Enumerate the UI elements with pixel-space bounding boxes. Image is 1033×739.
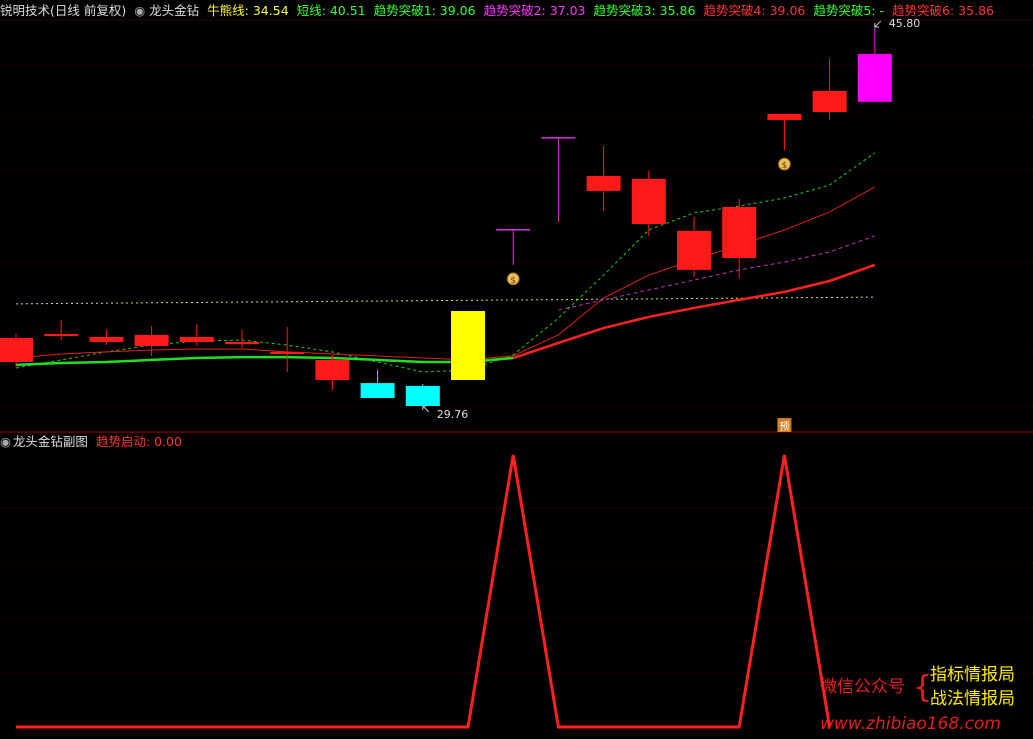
min-label: 29.76	[437, 408, 469, 421]
candle-body	[315, 359, 350, 381]
watermark-url: www.zhibiao168.com	[820, 714, 1001, 734]
indicator-value: 趋势突破2: 37.03	[483, 3, 586, 18]
indicator-value: 趋势突破4: 39.06	[703, 3, 806, 18]
indicator-name: 龙头金钻	[149, 3, 200, 18]
toggle-icon[interactable]: ◉	[0, 434, 11, 449]
indicator-line	[558, 235, 875, 311]
indicator-value: 短线: 40.51	[296, 3, 366, 18]
indicator-value: 趋势突破1: 39.06	[373, 3, 476, 18]
sub-value: 趋势启动: 0.00	[95, 434, 182, 449]
candle-body	[405, 385, 440, 407]
signal-icon-glyph: $	[782, 161, 788, 171]
signal-icon	[777, 157, 791, 171]
candle-body	[451, 311, 485, 381]
indicator-value: 牛熊线: 34.54	[207, 3, 289, 18]
candle-body	[722, 207, 757, 259]
indicator-line	[15, 355, 514, 367]
forecast-icon-glyph: 预	[779, 421, 789, 433]
watermark-text: 微信公众号	[820, 677, 905, 697]
max-pointer	[874, 20, 882, 28]
min-pointer	[422, 405, 430, 413]
candle-body	[857, 53, 892, 102]
candle-body	[541, 137, 576, 139]
sub-title: 龙头金钻副图	[12, 434, 88, 449]
indicator-value: 趋势突破6: 35.86	[892, 3, 994, 18]
candle-body	[677, 230, 711, 270]
candle-body	[270, 351, 305, 355]
grid	[0, 64, 1033, 674]
watermark-text: 指标情报局	[930, 665, 1015, 685]
indicator-line	[512, 263, 876, 360]
candle-body	[134, 334, 169, 346]
candle-body	[44, 333, 79, 337]
candle-body	[360, 383, 395, 398]
candle-body	[586, 176, 621, 191]
main-header: 锐明技术(日线 前复权) ◉ 龙头金钻 牛熊线: 34.54 短线: 40.51 趋势突破…	[0, 1, 1002, 21]
indicator-values: 牛熊线: 34.54 短线: 40.51 趋势突破1: 39.06 趋势突破2: 37…	[207, 3, 1002, 18]
sub-header: ◉ 龙头金钻副图 趋势启动: 0.00	[0, 432, 190, 452]
candle-body	[812, 90, 847, 113]
watermark-brace: {	[913, 670, 932, 705]
candle-body	[0, 337, 33, 363]
candle-body	[767, 113, 802, 121]
max-label: 45.80	[889, 17, 921, 30]
candle-body	[496, 228, 531, 231]
indicator-line	[15, 296, 875, 305]
candle-body	[225, 341, 259, 345]
indicator-value: 趋势突破3: 35.86	[593, 3, 696, 18]
toggle-icon[interactable]: ◉	[134, 3, 146, 18]
indicator-line	[16, 454, 832, 729]
watermark-text: 战法情报局	[930, 689, 1015, 709]
signal-icon-glyph: $	[510, 276, 516, 286]
indicator-value: 趋势突破5: -	[813, 3, 885, 18]
candle-body	[179, 336, 214, 342]
forecast-icon	[777, 418, 792, 432]
signal-icon	[506, 272, 520, 286]
candle-body	[631, 178, 666, 225]
symbol: 锐明技术(日线 前复权)	[0, 3, 127, 18]
candle-body	[89, 336, 124, 342]
